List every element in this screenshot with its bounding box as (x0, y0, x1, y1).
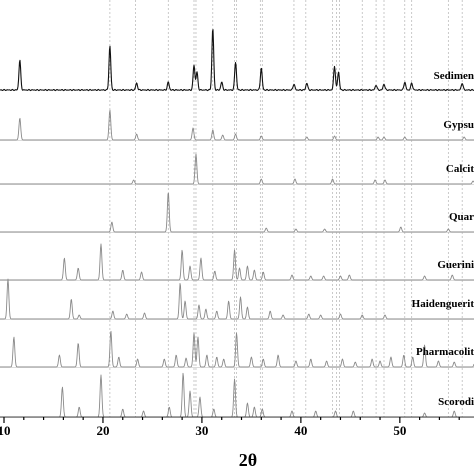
x-tick-label: 20 (96, 423, 109, 438)
series-trace-calcit (0, 153, 474, 185)
x-tick-label: 10 (0, 423, 11, 438)
series-trace-scorodi (0, 372, 474, 418)
series-label-haidenguerit: Haidenguerit (412, 298, 474, 310)
series-label-guerini: Guerini (437, 259, 474, 271)
series-trace-haidenguerit (0, 278, 474, 320)
x-axis: 10 20 30 40 50 (0, 416, 474, 438)
series-label-gypsu: Gypsu (443, 119, 474, 131)
diffraction-traces (0, 29, 474, 418)
series-labels: Sedimen Gypsu Calcit Quar Guerini Haidengueri… (412, 70, 474, 408)
series-trace-quar (0, 192, 474, 233)
reference-lines (109, 0, 463, 417)
series-trace-pharmacolit (0, 330, 474, 368)
series-label-sedimen: Sedimen (434, 70, 474, 82)
series-label-quar: Quar (449, 211, 474, 223)
x-axis-title: 2θ (239, 450, 257, 470)
x-tick-label: 40 (294, 423, 307, 438)
series-label-scorodi: Scorodi (438, 396, 474, 408)
series-trace-guerini (0, 243, 474, 281)
series-trace-sedimen (0, 29, 474, 92)
x-tick-label: 30 (195, 423, 208, 438)
series-label-calcit: Calcit (446, 163, 474, 175)
series-label-pharmacolit: Pharmacolit (416, 346, 474, 358)
series-trace-gypsu (0, 109, 474, 141)
x-tick-label: 50 (393, 423, 406, 438)
